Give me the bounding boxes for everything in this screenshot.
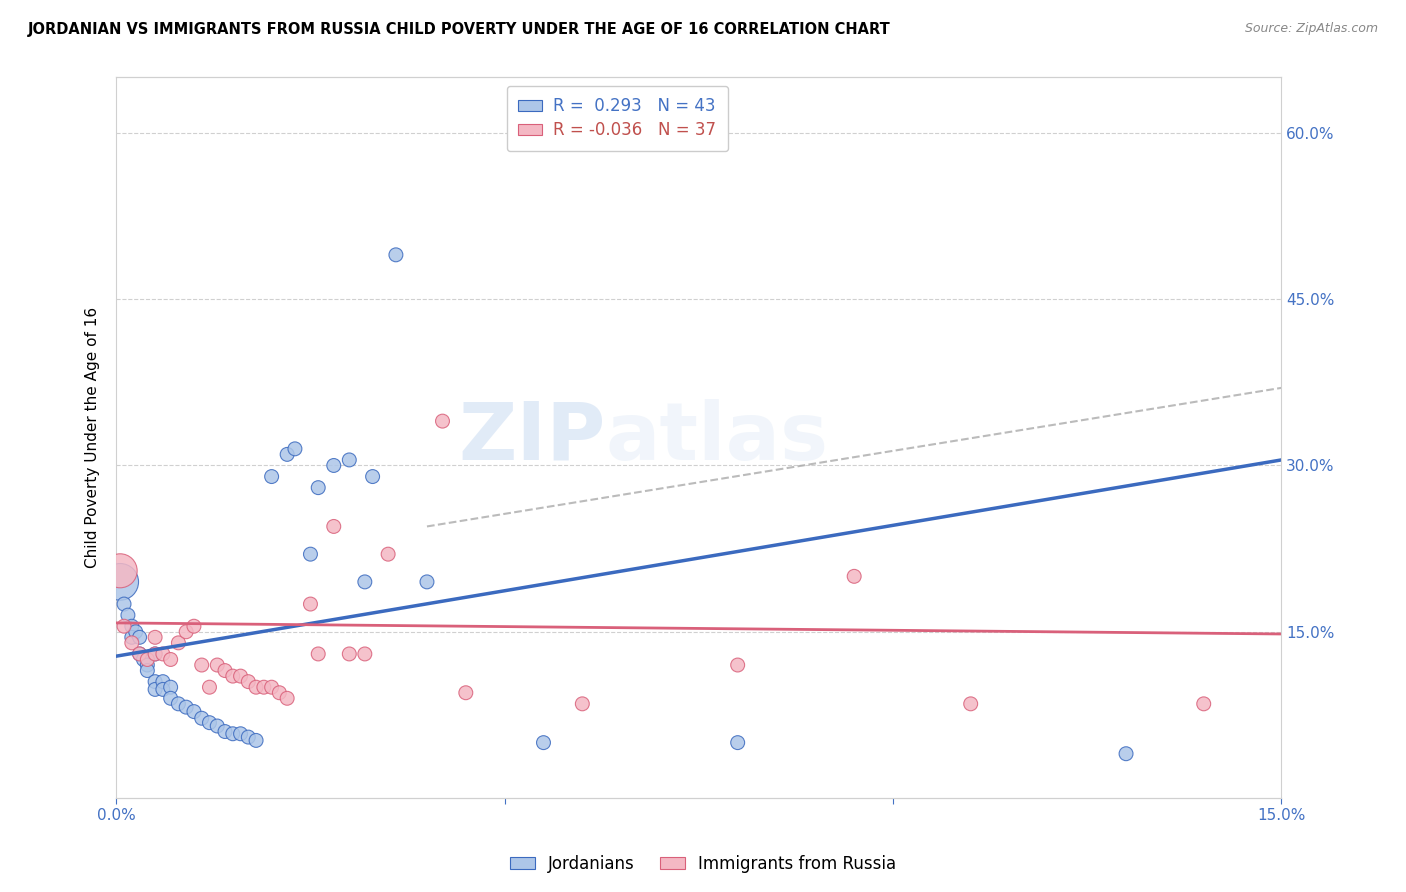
Point — [416, 574, 439, 589]
Point — [174, 700, 197, 714]
Text: Source: ZipAtlas.com: Source: ZipAtlas.com — [1244, 22, 1378, 36]
Point — [727, 736, 749, 750]
Point — [454, 686, 477, 700]
Text: JORDANIAN VS IMMIGRANTS FROM RUSSIA CHILD POVERTY UNDER THE AGE OF 16 CORRELATIO: JORDANIAN VS IMMIGRANTS FROM RUSSIA CHIL… — [28, 22, 891, 37]
Point — [337, 647, 360, 661]
Point — [337, 453, 360, 467]
Point — [159, 680, 181, 694]
Point — [269, 686, 291, 700]
Legend: Jordanians, Immigrants from Russia: Jordanians, Immigrants from Russia — [503, 848, 903, 880]
Point — [159, 691, 181, 706]
Point — [322, 458, 344, 473]
Point — [844, 569, 866, 583]
Point — [152, 674, 174, 689]
Point — [143, 647, 166, 661]
Text: atlas: atlas — [606, 399, 828, 476]
Point — [125, 624, 148, 639]
Point — [253, 680, 276, 694]
Point — [299, 547, 322, 561]
Point — [108, 564, 131, 578]
Point — [307, 647, 329, 661]
Point — [121, 630, 143, 644]
Point — [174, 624, 197, 639]
Point — [238, 674, 260, 689]
Point — [198, 680, 221, 694]
Point — [198, 715, 221, 730]
Point — [159, 652, 181, 666]
Point — [276, 447, 298, 461]
Point — [214, 724, 236, 739]
Point — [222, 669, 245, 683]
Point — [143, 647, 166, 661]
Point — [143, 682, 166, 697]
Point — [284, 442, 307, 456]
Point — [377, 547, 399, 561]
Point — [143, 674, 166, 689]
Point — [353, 574, 375, 589]
Point — [190, 658, 212, 673]
Text: ZIP: ZIP — [458, 399, 606, 476]
Point — [128, 647, 150, 661]
Point — [183, 619, 205, 633]
Point — [117, 608, 139, 623]
Point — [959, 697, 981, 711]
Point — [214, 664, 236, 678]
Point — [152, 682, 174, 697]
Point — [108, 574, 131, 589]
Point — [353, 647, 375, 661]
Point — [132, 652, 155, 666]
Point — [322, 519, 344, 533]
Point — [128, 630, 150, 644]
Point — [183, 705, 205, 719]
Point — [112, 597, 135, 611]
Point — [136, 658, 159, 673]
Point — [432, 414, 454, 428]
Point — [222, 727, 245, 741]
Point — [121, 619, 143, 633]
Point — [260, 469, 283, 483]
Point — [727, 658, 749, 673]
Point — [229, 669, 252, 683]
Point — [1115, 747, 1137, 761]
Point — [167, 697, 190, 711]
Point — [361, 469, 384, 483]
Point — [136, 652, 159, 666]
Point — [136, 664, 159, 678]
Point — [121, 636, 143, 650]
Point — [245, 680, 267, 694]
Point — [152, 647, 174, 661]
Point — [533, 736, 555, 750]
Point — [190, 711, 212, 725]
Point — [299, 597, 322, 611]
Point — [128, 647, 150, 661]
Point — [1192, 697, 1215, 711]
Point — [207, 658, 229, 673]
Point — [143, 630, 166, 644]
Y-axis label: Child Poverty Under the Age of 16: Child Poverty Under the Age of 16 — [86, 307, 100, 568]
Point — [260, 680, 283, 694]
Point — [385, 248, 408, 262]
Point — [238, 730, 260, 744]
Point — [307, 481, 329, 495]
Point — [207, 719, 229, 733]
Legend: R =  0.293   N = 43, R = -0.036   N = 37: R = 0.293 N = 43, R = -0.036 N = 37 — [506, 86, 728, 151]
Point — [276, 691, 298, 706]
Point — [167, 636, 190, 650]
Point — [229, 727, 252, 741]
Point — [245, 733, 267, 747]
Point — [571, 697, 593, 711]
Point — [112, 619, 135, 633]
